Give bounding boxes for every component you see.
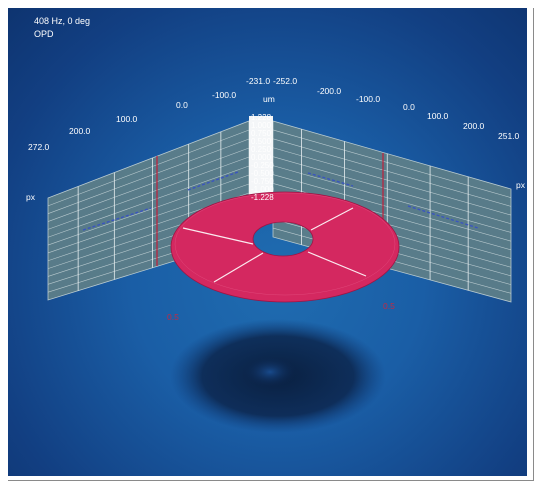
- left-wall-gridline: [47, 129, 250, 207]
- right-wall-gridline: [272, 165, 512, 233]
- left-tick-label: 0.0: [176, 100, 188, 110]
- right-wall-gridline: [272, 174, 512, 242]
- vertical-tick-label: 1.000: [251, 121, 272, 130]
- vertical-tick-label: 1.228: [251, 113, 272, 122]
- left-axis-unit: px: [26, 192, 36, 202]
- right-wall-trace: [307, 172, 354, 187]
- left-wall-gridline: [47, 156, 250, 230]
- right-wall-gridline: [272, 129, 512, 198]
- right-wall-gridline: [272, 138, 512, 207]
- right-tick-label: 100.0: [427, 111, 449, 121]
- vertical-tick-label: -1.228: [251, 193, 274, 202]
- right-tick-label: -200.0: [317, 86, 341, 96]
- scene-3d: 272.0 200.0 100.0 0.0 -100.0 -231.0 px -…: [26, 76, 526, 433]
- vertical-axis-unit: um: [263, 94, 275, 104]
- vertical-tick-label: -0.750: [251, 177, 274, 186]
- left-wall-gridline: [47, 174, 250, 246]
- left-tick-label: 272.0: [28, 142, 50, 152]
- left-wall-gridline: [47, 147, 250, 222]
- window-frame: 408 Hz, 0 deg OPD: [8, 8, 534, 481]
- right-tick-label: 0.0: [403, 102, 415, 112]
- vertical-tick-label: 0.250: [251, 145, 272, 154]
- right-marker-label: 0.5: [383, 301, 395, 311]
- left-wall-gridline: [47, 183, 250, 254]
- right-wall: [272, 120, 512, 303]
- left-tick-label: -231.0: [246, 76, 270, 86]
- right-tick-label: -252.0: [273, 76, 297, 86]
- vertical-tick-label: -1.000: [251, 185, 274, 194]
- right-axis-unit: px: [516, 180, 526, 190]
- right-tick-label: -100.0: [356, 94, 380, 104]
- vertical-tick-label: -0.250: [251, 161, 274, 170]
- left-marker-label: 0.5: [167, 312, 179, 322]
- vertical-tick-label: 0.750: [251, 129, 272, 138]
- opd-surface-disc[interactable]: [170, 191, 400, 303]
- left-tick-label: 200.0: [69, 126, 91, 136]
- disc-shadow-hole: [242, 356, 298, 388]
- frequency-phase-label: 408 Hz, 0 deg: [34, 16, 91, 26]
- right-tick-label: 251.0: [498, 131, 520, 141]
- left-wall-gridline: [47, 165, 250, 238]
- 3d-viewport[interactable]: 408 Hz, 0 deg OPD: [8, 8, 527, 476]
- vertical-tick-label: 0.500: [251, 137, 272, 146]
- vertical-tick-label: -0.500: [251, 169, 274, 178]
- right-wall-gridline: [272, 156, 512, 225]
- left-wall-trace: [82, 207, 152, 231]
- right-wall-trace: [407, 205, 479, 229]
- left-wall-gridline: [47, 138, 250, 214]
- right-tick-label: 200.0: [463, 121, 485, 131]
- left-tick-label: 100.0: [116, 114, 138, 124]
- left-wall-trace: [187, 171, 239, 191]
- left-tick-label: -100.0: [212, 90, 236, 100]
- vertical-tick-label: 0.000: [251, 153, 272, 162]
- measurement-type-label: OPD: [34, 29, 54, 39]
- right-wall-gridline: [272, 147, 512, 216]
- left-wall: [47, 120, 250, 301]
